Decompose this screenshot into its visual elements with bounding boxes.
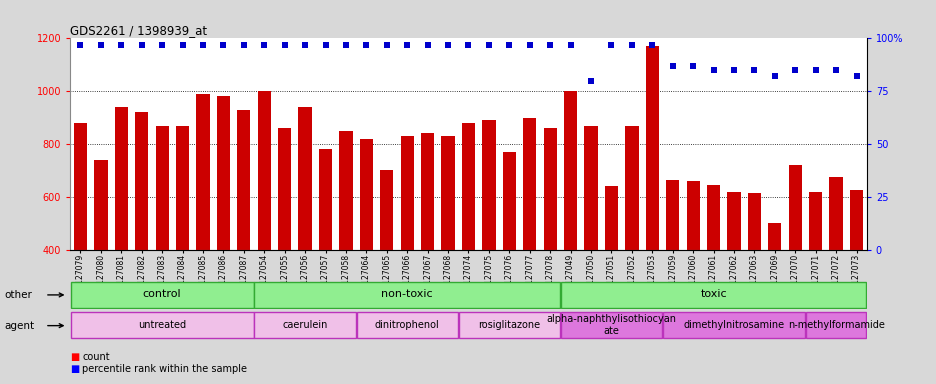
Bar (95, 160, 108, 355)
Bar (299, 107, 312, 355)
Text: GDS2261 / 1398939_at: GDS2261 / 1398939_at (70, 24, 207, 37)
Bar (459, 313, 560, 338)
Text: control: control (142, 289, 182, 299)
Bar (357, 313, 458, 338)
Bar (543, 128, 556, 355)
Text: count: count (82, 352, 110, 362)
Bar (441, 136, 454, 355)
Bar (255, 313, 356, 338)
Bar (788, 165, 801, 355)
Bar (216, 96, 230, 355)
Bar (114, 107, 128, 355)
Text: agent: agent (5, 321, 35, 331)
Bar (561, 282, 866, 308)
Bar (176, 126, 189, 355)
Text: dimethylnitrosamine: dimethylnitrosamine (682, 320, 783, 330)
Bar (561, 313, 662, 338)
Bar (197, 94, 210, 355)
Bar (747, 193, 760, 355)
Text: untreated: untreated (138, 320, 186, 330)
Bar (706, 185, 720, 355)
Bar (155, 126, 168, 355)
Bar (662, 313, 804, 338)
Bar (318, 149, 332, 355)
Bar (482, 120, 495, 355)
Bar (359, 139, 373, 355)
Bar (278, 128, 291, 355)
Text: toxic: toxic (699, 289, 726, 299)
Bar (604, 186, 618, 355)
Bar (665, 180, 679, 355)
Bar (135, 112, 148, 355)
Bar (339, 131, 352, 355)
Bar (70, 282, 254, 308)
Bar (420, 134, 433, 355)
Text: alpha-naphthylisothiocyan
ate: alpha-naphthylisothiocyan ate (546, 314, 676, 336)
Bar (563, 91, 577, 355)
Bar (645, 46, 658, 355)
Bar (808, 192, 822, 355)
Bar (257, 91, 271, 355)
Bar (255, 282, 560, 308)
Bar (624, 126, 637, 355)
Bar (726, 192, 739, 355)
Bar (503, 152, 516, 355)
Bar (74, 123, 87, 355)
Text: non-toxic: non-toxic (381, 289, 432, 299)
Bar (522, 118, 535, 355)
Bar (686, 181, 699, 355)
Bar (584, 126, 597, 355)
Bar (461, 123, 475, 355)
Bar (401, 136, 414, 355)
Bar (849, 190, 862, 355)
Bar (805, 313, 866, 338)
Text: ■: ■ (70, 364, 80, 374)
Text: caerulein: caerulein (282, 320, 328, 330)
Bar (70, 313, 254, 338)
Bar (380, 170, 393, 355)
Text: ■: ■ (70, 352, 80, 362)
Bar (768, 223, 781, 355)
Bar (828, 177, 841, 355)
Bar (237, 110, 250, 355)
Text: dinitrophenol: dinitrophenol (374, 320, 439, 330)
Text: rosiglitazone: rosiglitazone (477, 320, 540, 330)
Text: n-methylformamide: n-methylformamide (787, 320, 884, 330)
Text: percentile rank within the sample: percentile rank within the sample (82, 364, 247, 374)
Text: other: other (5, 290, 33, 300)
